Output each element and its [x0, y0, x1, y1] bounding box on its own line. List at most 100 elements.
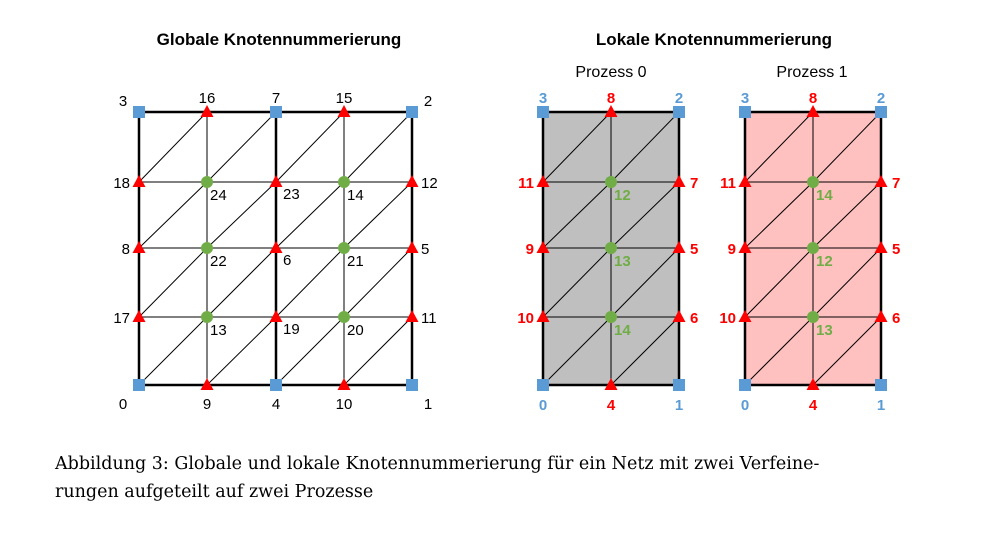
triangle-diagonal — [542, 247, 612, 318]
edge-node-label: 8 — [607, 90, 615, 107]
edge-node-label: 7 — [690, 175, 698, 192]
edge-node-marker — [672, 310, 686, 322]
edge-node-marker — [672, 175, 686, 187]
edge-node-marker — [132, 175, 146, 187]
edge-node-label: 5 — [690, 241, 698, 258]
edge-node-marker — [536, 241, 550, 253]
edge-node-marker — [269, 175, 283, 187]
edge-node-marker — [536, 310, 550, 322]
triangle-diagonal — [610, 316, 680, 386]
corner-node-label: 0 — [539, 397, 547, 414]
edge-node-marker — [337, 105, 351, 117]
triangle-diagonal — [206, 247, 277, 318]
interior-node-label: 14 — [614, 322, 631, 339]
triangle-diagonal — [343, 247, 413, 318]
edge-node-marker — [269, 241, 283, 253]
interior-node-marker — [338, 311, 350, 323]
interior-node-marker — [605, 242, 617, 254]
edge-node-marker — [536, 175, 550, 187]
corner-node-marker — [875, 379, 887, 391]
corner-node-marker — [673, 379, 685, 391]
triangle-diagonal — [812, 316, 882, 386]
corner-node-label: 3 — [741, 90, 749, 107]
corner-node-marker — [406, 379, 418, 391]
edge-node-label: 9 — [526, 241, 534, 258]
edge-node-marker — [874, 310, 888, 322]
corner-node-label: 4 — [272, 396, 280, 413]
edge-node-marker — [405, 241, 419, 253]
triangle-diagonal — [206, 111, 277, 183]
edge-node-label: 11 — [518, 175, 534, 192]
caption-line-1: Abbildung 3: Globale und lokale Knotennu… — [55, 454, 820, 474]
triangle-diagonal — [610, 247, 680, 318]
triangle-diagonal — [343, 111, 413, 183]
figure-caption: Abbildung 3: Globale und lokale Knotennu… — [55, 450, 975, 506]
triangle-diagonal — [275, 181, 345, 249]
edge-node-label: 6 — [690, 310, 698, 327]
edge-node-marker — [738, 310, 752, 322]
interior-node-label: 21 — [347, 253, 364, 270]
triangle-diagonal — [138, 181, 208, 249]
edge-node-marker — [874, 175, 888, 187]
corner-node-label: 0 — [119, 396, 127, 413]
triangle-diagonal — [275, 111, 345, 183]
edge-node-label: 18 — [113, 175, 130, 192]
interior-node-label: 22 — [210, 253, 227, 270]
corner-node-marker — [133, 106, 145, 118]
corner-node-marker — [537, 379, 549, 391]
edge-node-label: 5 — [892, 241, 900, 258]
edge-node-marker — [672, 241, 686, 253]
interior-node-marker — [201, 242, 213, 254]
corner-node-label: 3 — [119, 93, 127, 110]
triangle-diagonal — [542, 111, 612, 183]
corner-node-marker — [133, 379, 145, 391]
edge-node-label: 4 — [809, 397, 818, 414]
triangle-diagonal — [744, 181, 814, 249]
edge-node-label: 23 — [283, 186, 300, 203]
edge-node-label: 6 — [283, 252, 291, 269]
corner-node-label: 1 — [424, 396, 432, 413]
triangle-diagonal — [206, 316, 277, 386]
interior-node-label: 13 — [210, 322, 227, 339]
edge-node-label: 8 — [122, 241, 130, 258]
interior-node-label: 14 — [347, 187, 364, 204]
corner-node-marker — [406, 106, 418, 118]
edge-node-label: 8 — [809, 90, 817, 107]
interior-node-label: 13 — [816, 322, 833, 339]
edge-node-label: 10 — [719, 310, 736, 327]
triangle-diagonal — [744, 111, 814, 183]
triangle-diagonal — [343, 181, 413, 249]
edge-node-label: 10 — [336, 396, 353, 413]
corner-node-label: 1 — [877, 397, 885, 414]
triangle-diagonal — [812, 111, 882, 183]
local-title: Lokale Knotennummerierung — [596, 30, 832, 49]
edge-node-label: 9 — [728, 241, 736, 258]
edge-node-marker — [738, 175, 752, 187]
edge-node-marker — [604, 378, 618, 390]
edge-node-marker — [604, 105, 618, 117]
corner-node-marker — [875, 106, 887, 118]
triangle-diagonal — [275, 247, 345, 318]
triangle-diagonal — [275, 316, 345, 386]
triangle-diagonal — [138, 316, 208, 386]
corner-node-marker — [739, 379, 751, 391]
triangle-diagonal — [610, 111, 680, 183]
edge-node-marker — [806, 105, 820, 117]
triangle-diagonal — [812, 247, 882, 318]
edge-node-label: 16 — [199, 90, 216, 107]
global-title: Globale Knotennummerierung — [157, 30, 402, 49]
interior-node-marker — [201, 311, 213, 323]
interior-node-label: 24 — [210, 187, 227, 204]
corner-node-marker — [270, 106, 282, 118]
edge-node-marker — [405, 310, 419, 322]
interior-node-marker — [807, 311, 819, 323]
corner-node-label: 2 — [424, 93, 432, 110]
caption-line-2: rungen aufgeteilt auf zwei Prozesse — [55, 482, 374, 502]
interior-node-marker — [605, 311, 617, 323]
edge-node-marker — [200, 378, 214, 390]
interior-node-marker — [338, 242, 350, 254]
corner-node-marker — [673, 106, 685, 118]
corner-node-marker — [537, 106, 549, 118]
triangle-diagonal — [206, 181, 277, 249]
